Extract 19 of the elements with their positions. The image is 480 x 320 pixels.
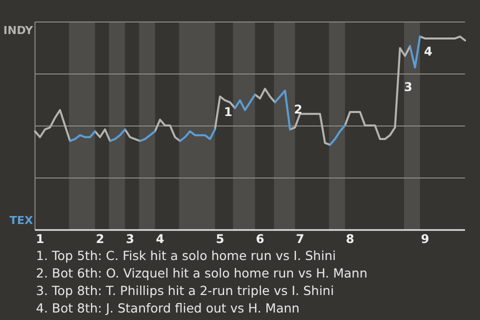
text: INDY bbox=[3, 24, 34, 37]
annotation: 1 bbox=[224, 105, 232, 120]
annotation: 4 bbox=[424, 44, 432, 58]
text: 4. Bot 8th: J. Stanford flied out vs H. Mann bbox=[36, 300, 300, 316]
x-tick-label: 7 bbox=[296, 232, 304, 246]
x-tick-label: 5 bbox=[216, 232, 224, 246]
annotation: 2 bbox=[294, 102, 302, 116]
text: 2. Bot 6th: O. Vizquel hit a solo home run vs H. Mann bbox=[36, 266, 368, 280]
text: 3. Top 8th: T. Phillips hit a 2-run triple vs I. Shini bbox=[36, 283, 334, 298]
x-tick-label: 2 bbox=[96, 232, 104, 246]
text: TEX bbox=[10, 214, 34, 227]
x-tick-label: 8 bbox=[346, 232, 354, 246]
x-tick-label: 6 bbox=[256, 232, 264, 246]
x-tick-label: 9 bbox=[420, 232, 430, 246]
x-tick-label: 4 bbox=[156, 232, 164, 246]
annotation: 3 bbox=[404, 80, 412, 94]
x-tick-label: 1 bbox=[36, 232, 44, 246]
x-tick-label: 3 bbox=[126, 232, 134, 246]
text: 1. Top 5th: C. Fisk hit a solo home run vs I. Shini bbox=[36, 248, 336, 263]
